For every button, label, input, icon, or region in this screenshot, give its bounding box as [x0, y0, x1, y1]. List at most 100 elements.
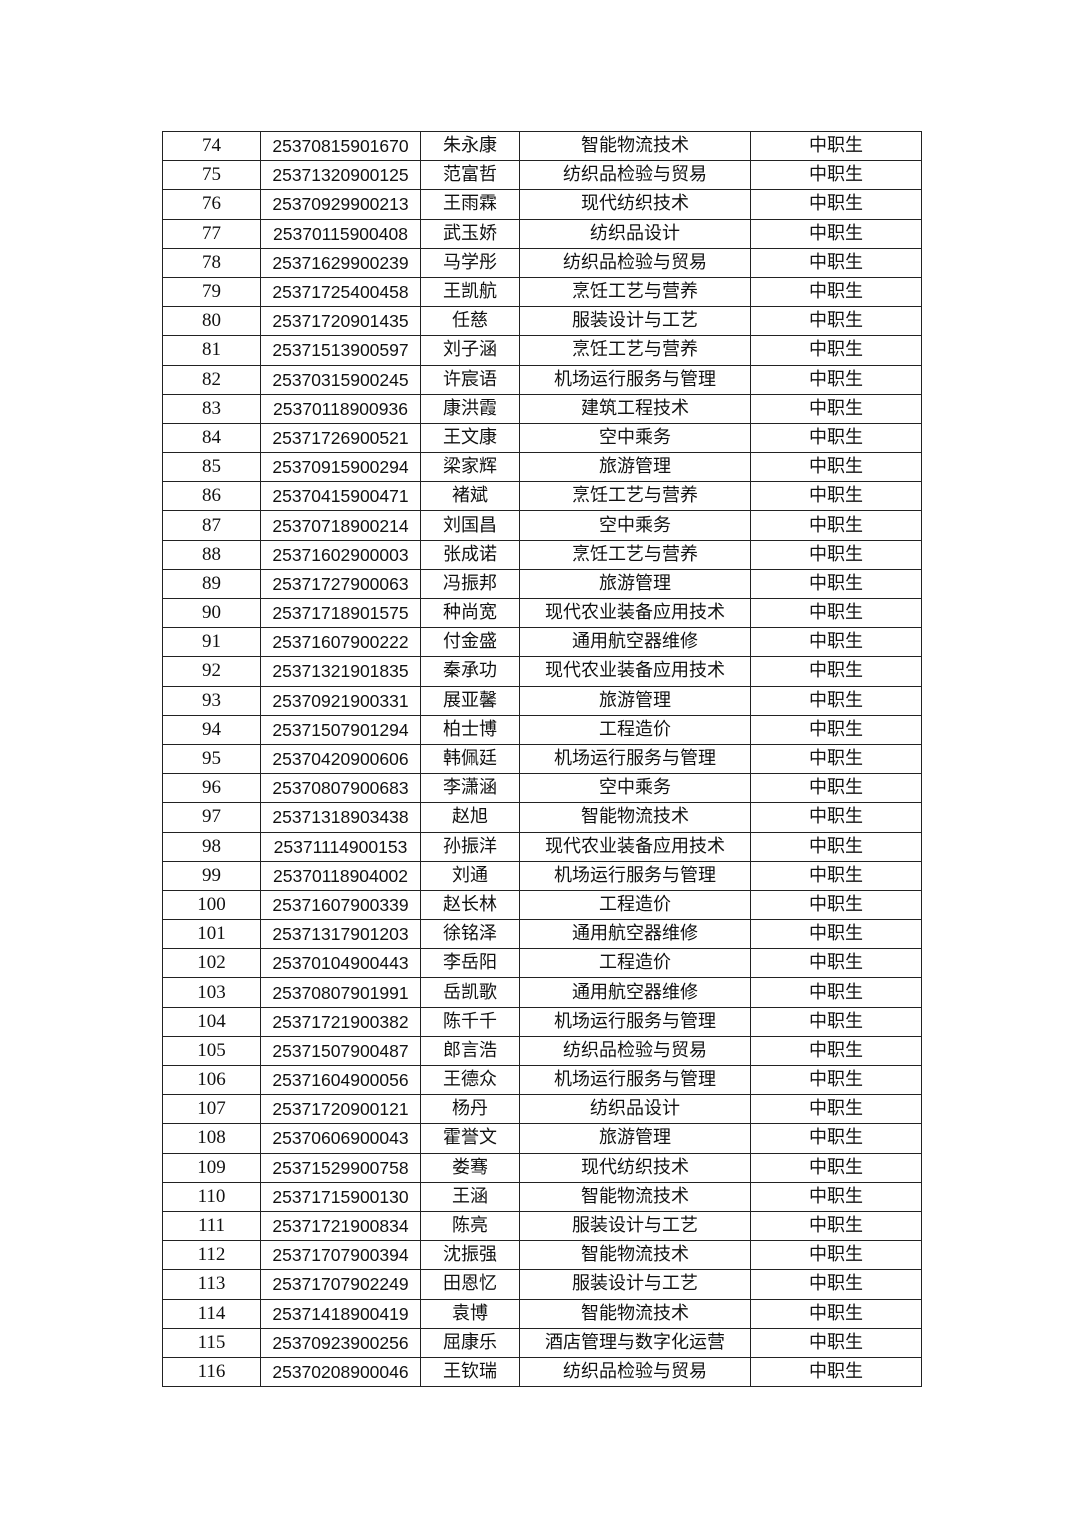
- row-number-cell: 74: [162, 130, 261, 162]
- student-name-cell: 韩佩廷: [420, 743, 520, 775]
- student-type-cell: 中职生: [750, 948, 922, 979]
- student-name-cell: 褚斌: [420, 481, 520, 512]
- table-row: 88 25371602900003 张成诺 烹饪工艺与营养 中职生: [162, 539, 922, 570]
- table-row: 110 25371715900130 王涵 智能物流技术 中职生: [162, 1181, 922, 1212]
- table-row: 81 25371513900597 刘子涵 烹饪工艺与营养 中职生: [162, 335, 922, 366]
- major-cell: 烹饪工艺与营养: [519, 539, 751, 570]
- table-row: 105 25371507900487 郎言浩 纺织品检验与贸易 中职生: [162, 1035, 922, 1067]
- student-type-cell: 中职生: [750, 1123, 922, 1154]
- student-name-cell: 娄骞: [420, 1152, 520, 1183]
- student-name-cell: 陈亮: [420, 1210, 520, 1242]
- row-number-cell: 95: [162, 743, 261, 775]
- exam-id-cell: 25370118904002: [260, 860, 421, 891]
- row-number-cell: 115: [162, 1327, 261, 1358]
- major-cell: 旅游管理: [519, 1123, 751, 1154]
- student-type-cell: 中职生: [750, 481, 922, 512]
- major-cell: 机场运行服务与管理: [519, 1006, 751, 1037]
- major-cell: 智能物流技术: [519, 130, 751, 162]
- exam-id-cell: 25371629900239: [260, 247, 421, 278]
- exam-id-cell: 25371726900521: [260, 422, 421, 454]
- major-cell: 服装设计与工艺: [519, 306, 751, 337]
- table-row: 96 25370807900683 李潇涵 空中乘务 中职生: [162, 773, 922, 804]
- major-cell: 智能物流技术: [519, 1298, 751, 1329]
- table-row: 76 25370929900213 王雨霖 现代纺织技术 中职生: [162, 189, 922, 220]
- table-row: 109 25371529900758 娄骞 现代纺织技术 中职生: [162, 1152, 922, 1183]
- row-number-cell: 106: [162, 1064, 261, 1096]
- major-cell: 现代农业装备应用技术: [519, 656, 751, 687]
- student-name-cell: 梁家辉: [420, 452, 520, 483]
- table-row: 86 25370415900471 褚斌 烹饪工艺与营养 中职生: [162, 481, 922, 512]
- student-type-cell: 中职生: [750, 597, 922, 629]
- table-row: 79 25371725400458 王凯航 烹饪工艺与营养 中职生: [162, 276, 922, 308]
- exam-id-cell: 25370208900046: [260, 1356, 421, 1388]
- major-cell: 建筑工程技术: [519, 393, 751, 424]
- row-number-cell: 113: [162, 1269, 261, 1300]
- exam-id-cell: 25371721900834: [260, 1210, 421, 1242]
- exam-id-cell: 25370915900294: [260, 452, 421, 483]
- major-cell: 空中乘务: [519, 773, 751, 804]
- exam-id-cell: 25370929900213: [260, 189, 421, 220]
- student-type-cell: 中职生: [750, 831, 922, 862]
- student-name-cell: 许宸语: [420, 364, 520, 395]
- major-cell: 智能物流技术: [519, 1181, 751, 1212]
- row-number-cell: 76: [162, 189, 261, 220]
- major-cell: 服装设计与工艺: [519, 1210, 751, 1242]
- exam-id-cell: 25371320900125: [260, 160, 421, 191]
- exam-id-cell: 25371513900597: [260, 335, 421, 366]
- major-cell: 智能物流技术: [519, 802, 751, 833]
- row-number-cell: 92: [162, 656, 261, 687]
- row-number-cell: 108: [162, 1123, 261, 1154]
- major-cell: 烹饪工艺与营养: [519, 276, 751, 308]
- row-number-cell: 78: [162, 247, 261, 278]
- exam-id-cell: 25370115900408: [260, 218, 421, 249]
- student-name-cell: 王德众: [420, 1064, 520, 1096]
- major-cell: 纺织品检验与贸易: [519, 1356, 751, 1388]
- major-cell: 纺织品检验与贸易: [519, 1035, 751, 1067]
- student-name-cell: 袁博: [420, 1298, 520, 1329]
- student-name-cell: 霍誉文: [420, 1123, 520, 1154]
- row-number-cell: 111: [162, 1210, 261, 1242]
- exam-id-cell: 25370118900936: [260, 393, 421, 424]
- student-type-cell: 中职生: [750, 130, 922, 162]
- exam-id-cell: 25371602900003: [260, 539, 421, 570]
- student-name-cell: 王雨霖: [420, 189, 520, 220]
- row-number-cell: 88: [162, 539, 261, 570]
- major-cell: 工程造价: [519, 948, 751, 979]
- row-number-cell: 110: [162, 1181, 261, 1212]
- student-list-table: 74 25370815901670 朱永康 智能物流技术 中职生 75 2537132090…: [162, 130, 922, 1388]
- table-row: 99 25370118904002 刘通 机场运行服务与管理 中职生: [162, 860, 922, 891]
- row-number-cell: 97: [162, 802, 261, 833]
- exam-id-cell: 25371114900153: [260, 831, 421, 862]
- exam-id-cell: 25371720901435: [260, 306, 421, 337]
- student-type-cell: 中职生: [750, 1035, 922, 1067]
- exam-id-cell: 25370718900214: [260, 510, 421, 541]
- exam-id-cell: 25371720900121: [260, 1094, 421, 1125]
- table-row: 75 25371320900125 范富哲 纺织品检验与贸易 中职生: [162, 160, 922, 191]
- student-name-cell: 王文康: [420, 422, 520, 454]
- major-cell: 旅游管理: [519, 685, 751, 716]
- student-name-cell: 郎言浩: [420, 1035, 520, 1067]
- student-type-cell: 中职生: [750, 773, 922, 804]
- student-name-cell: 任慈: [420, 306, 520, 337]
- major-cell: 纺织品检验与贸易: [519, 247, 751, 278]
- student-name-cell: 种尚宽: [420, 597, 520, 629]
- row-number-cell: 80: [162, 306, 261, 337]
- row-number-cell: 75: [162, 160, 261, 191]
- table-row: 92 25371321901835 秦承功 现代农业装备应用技术 中职生: [162, 656, 922, 687]
- student-type-cell: 中职生: [750, 335, 922, 366]
- student-name-cell: 杨丹: [420, 1094, 520, 1125]
- row-number-cell: 104: [162, 1006, 261, 1037]
- student-type-cell: 中职生: [750, 568, 922, 600]
- major-cell: 纺织品设计: [519, 218, 751, 249]
- exam-id-cell: 25370315900245: [260, 364, 421, 395]
- row-number-cell: 107: [162, 1094, 261, 1125]
- student-name-cell: 马学彤: [420, 247, 520, 278]
- exam-id-cell: 25370606900043: [260, 1123, 421, 1154]
- exam-id-cell: 25370420900606: [260, 743, 421, 775]
- table-row: 111 25371721900834 陈亮 服装设计与工艺 中职生: [162, 1210, 922, 1242]
- row-number-cell: 103: [162, 977, 261, 1008]
- row-number-cell: 83: [162, 393, 261, 424]
- major-cell: 机场运行服务与管理: [519, 860, 751, 891]
- table-row: 106 25371604900056 王德众 机场运行服务与管理 中职生: [162, 1064, 922, 1096]
- row-number-cell: 84: [162, 422, 261, 454]
